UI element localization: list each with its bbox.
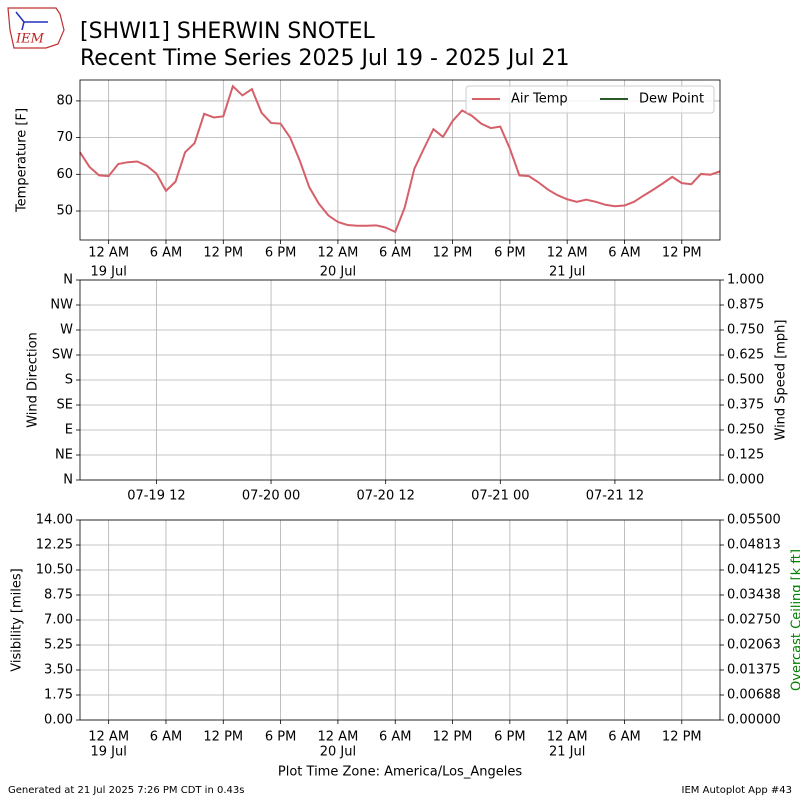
y2-tick-label: 0.000 [727,473,764,488]
y-tick-label: 12.25 [36,538,73,553]
x-date-label: 19 Jul [90,265,126,280]
y2-tick-label: 0.375 [727,398,764,413]
y2-tick-label: 0.04125 [727,563,781,578]
y-axis-label: Visibility [miles] [10,568,25,671]
y-tick-label: 3.50 [44,663,73,678]
x-tick-label: 07-21 12 [586,489,644,504]
x-tick-label: 6 AM [150,730,183,745]
footer-left: Generated at 21 Jul 2025 7:26 PM CDT in … [8,785,244,796]
x-tick-label: 12 PM [203,730,243,745]
logo: IEM [7,7,65,49]
y-tick-label: 10.50 [36,563,73,578]
title-line: [SHWI1] SHERWIN SNOTEL [80,19,375,44]
legend-box [465,85,715,114]
y2-tick-label: 0.500 [727,373,764,388]
footer-right: IEM Autoplot App #43 [682,785,792,796]
x-date-label: 21 Jul [549,745,585,760]
y-tick-label: NW [50,298,73,313]
x-tick-label: 12 PM [203,246,243,261]
plot-frame [79,79,721,241]
y-tick-label: 8.75 [44,588,73,603]
plot-frame [79,279,721,481]
legend-label: Air Temp [511,92,568,107]
x-tick-label: 12 PM [662,246,702,261]
y2-axis-label: Overcast Ceiling [k ft] [790,549,800,691]
series-line [79,84,721,234]
legend-label: Dew Point [639,92,704,107]
x-tick-label: 07-20 00 [242,489,300,504]
x-date-label: 20 Jul [320,745,356,760]
y-tick-label: N [63,273,73,288]
y-tick-label: 5.25 [44,638,73,653]
y2-tick-label: 0.125 [727,448,764,463]
y-tick-label: 7.00 [44,613,73,628]
x-date-label: 19 Jul [90,745,126,760]
x-tick-label: 12 AM [318,730,359,745]
x-tick-label: 07-19 12 [127,489,185,504]
y-tick-label: NE [55,448,73,463]
x-date-label: 20 Jul [320,265,356,280]
x-tick-label: 12 AM [547,730,588,745]
y2-axis-label: Wind Speed [mph] [774,320,789,441]
y-tick-label: 14.00 [36,513,73,528]
y-axis-label: Wind Direction [26,332,41,428]
y-tick-label: 70 [56,130,73,145]
x-tick-label: 12 AM [88,730,129,745]
x-tick-label: 07-20 12 [356,489,414,504]
x-tick-label: 12 AM [88,246,129,261]
x-tick-label: 6 PM [265,730,296,745]
logo-icon [15,11,48,31]
x-tick-label: 12 AM [547,246,588,261]
x-date-label: 21 Jul [549,265,585,280]
x-tick-label: 12 PM [662,730,702,745]
y-tick-label: SW [52,348,73,363]
y2-tick-label: 0.00688 [727,688,781,703]
y-tick-label: 50 [56,204,73,219]
y-tick-label: SE [57,398,73,413]
x-tick-label: 6 AM [150,246,183,261]
logo-text: IEM [15,32,45,47]
y2-tick-label: 0.02750 [727,613,781,628]
x-tick-label: 6 PM [265,246,296,261]
y2-tick-label: 0.05500 [727,513,781,528]
y2-tick-label: 0.625 [727,348,764,363]
y2-tick-label: 0.01375 [727,663,781,678]
y2-tick-label: 0.04813 [727,538,781,553]
y2-tick-label: 0.250 [727,423,764,438]
y-tick-label: E [65,423,73,438]
plot-frame [79,519,721,721]
x-tick-label: 6 AM [379,730,412,745]
y-tick-label: 0.00 [44,713,73,728]
y-axis-label: Temperature [F] [15,108,30,213]
x-tick-label: 12 AM [318,246,359,261]
legend: Air Temp Dew Point [465,85,715,114]
x-tick-label: 12 PM [433,246,473,261]
y2-tick-label: 1.000 [727,273,764,288]
y-tick-label: N [63,473,73,488]
y2-tick-label: 0.02063 [727,638,781,653]
y-tick-label: 80 [56,93,73,108]
x-tick-label: 12 PM [433,730,473,745]
y2-tick-label: 0.03438 [727,588,781,603]
title-line: Recent Time Series 2025 Jul 19 - 2025 Ju… [80,46,569,71]
y2-tick-label: 0.875 [727,298,764,313]
y-tick-label: 60 [56,167,73,182]
x-tick-label: 6 AM [379,246,412,261]
y-tick-label: S [65,373,73,388]
y-tick-label: 1.75 [44,688,73,703]
y-tick-label: W [60,323,73,338]
x-tick-label: 6 AM [608,730,641,745]
y2-tick-label: 0.00000 [727,713,781,728]
y2-tick-label: 0.750 [727,323,764,338]
x-tick-label: 07-21 00 [471,489,529,504]
x-axis-label: Plot Time Zone: America/Los_Angeles [278,765,522,780]
x-tick-label: 6 AM [608,246,641,261]
x-tick-label: 6 PM [494,730,525,745]
logo-outline [7,7,65,49]
x-tick-label: 6 PM [494,246,525,261]
